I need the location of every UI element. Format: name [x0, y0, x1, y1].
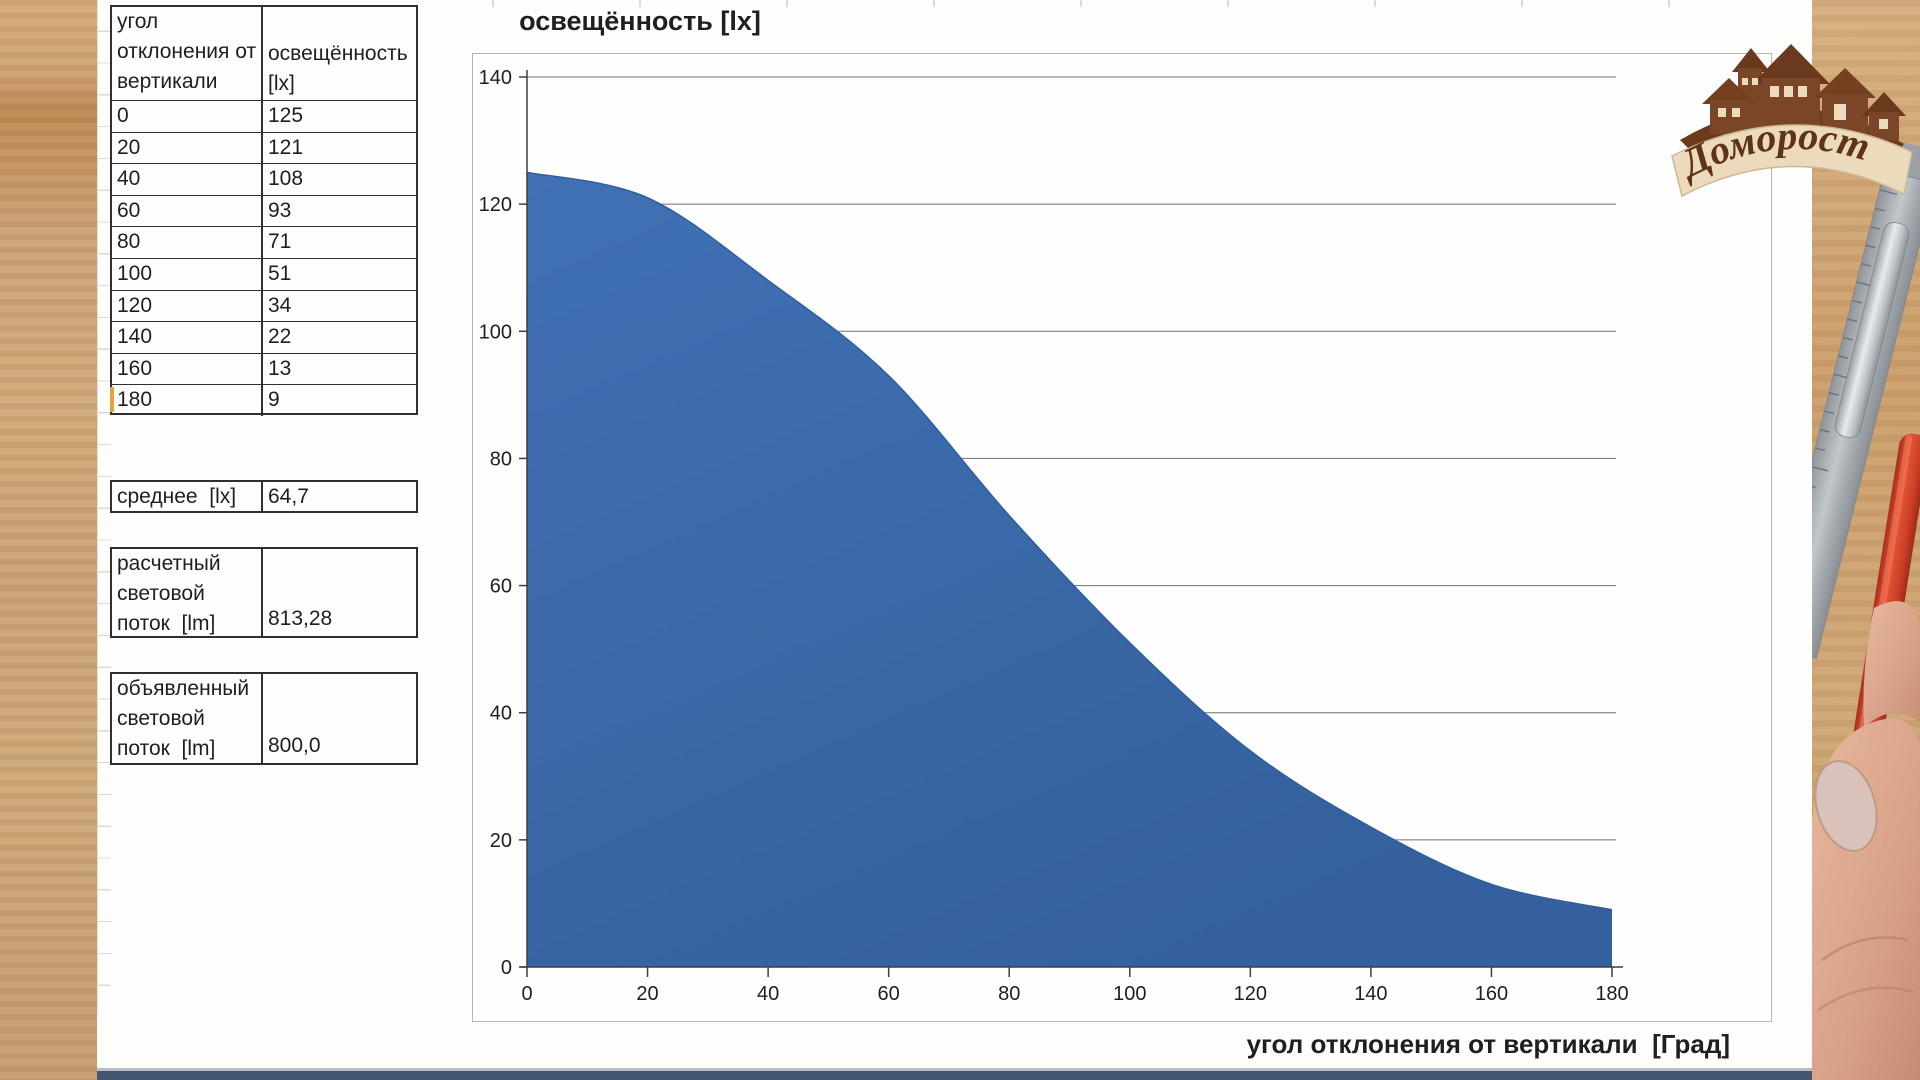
declared-flux-block[interactable]: объявленный световой поток [lm] 800,0	[110, 672, 418, 765]
thumb-nail	[1814, 760, 1878, 852]
angle-cell[interactable]: 0	[112, 101, 263, 132]
desk-photo-left	[0, 0, 97, 1080]
calculated-flux-label: расчетный световой поток [lm]	[112, 549, 263, 636]
data-table-header: угол отклонения от вертикали освещённост…	[112, 7, 416, 100]
chart-object[interactable]	[472, 53, 1772, 1022]
spreadsheet-sheet: угол отклонения от вертикали освещённост…	[97, 0, 1812, 1080]
calculated-flux-block[interactable]: расчетный световой поток [lm] 813,28	[110, 547, 418, 638]
table-row[interactable]: 60 93	[112, 194, 416, 227]
declared-flux-label: объявленный световой поток [lm]	[112, 674, 263, 763]
header-angle-label: угол отклонения от вертикали	[112, 7, 263, 100]
angle-cell[interactable]: 20	[112, 132, 263, 164]
calculated-flux-value: 813,28	[268, 607, 333, 630]
angle-cell[interactable]: 80	[112, 227, 263, 258]
header-lux-label: освещённость [lx]	[268, 42, 414, 95]
lux-cell[interactable]: 22	[268, 325, 292, 349]
lux-cell[interactable]: 13	[268, 356, 292, 380]
hand	[1812, 601, 1920, 1080]
average-label: среднее [lx]	[112, 482, 263, 511]
lux-cell[interactable]: 108	[268, 167, 304, 191]
angle-cell[interactable]: 60	[112, 195, 263, 227]
logo-windows	[1718, 78, 1888, 129]
table-row[interactable]: 100 51	[112, 257, 416, 290]
lux-cell[interactable]: 71	[268, 230, 292, 254]
table-row[interactable]: 0 125	[112, 100, 416, 132]
average-block[interactable]: среднее [lx] 64,7	[110, 480, 418, 513]
lux-cell[interactable]: 9	[268, 388, 280, 412]
table-row[interactable]: 40 108	[112, 163, 416, 195]
table-row[interactable]: 160 13	[112, 352, 416, 385]
average-value: 64,7	[268, 484, 309, 508]
table-row[interactable]: 140 22	[112, 321, 416, 353]
metal-rod	[1834, 222, 1910, 438]
angle-cell[interactable]: 40	[112, 164, 263, 195]
tools-photo	[1812, 135, 1920, 1080]
table-row[interactable]: 80 71	[112, 226, 416, 258]
bottom-bar	[97, 1068, 1812, 1080]
sheet-row-gridlines	[97, 0, 111, 1014]
angle-cell[interactable]: 160	[112, 353, 263, 385]
table-row[interactable]: 180 9	[110, 384, 416, 416]
chart-title: освещённость [lx]	[519, 6, 761, 36]
table-row[interactable]: 120 34	[112, 289, 416, 322]
lux-cell[interactable]: 93	[268, 198, 292, 222]
data-table-rows: 0 125 20 121 40 108 60 93 80 71 100 51 120 34 140 22 160…	[110, 100, 416, 416]
angle-cell[interactable]: 100	[112, 258, 263, 290]
table-row[interactable]: 20 121	[112, 131, 416, 164]
angle-cell[interactable]: 140	[112, 322, 263, 353]
lux-cell[interactable]: 121	[268, 135, 304, 159]
lux-cell[interactable]: 34	[268, 293, 292, 317]
logo-banner	[1671, 124, 1913, 198]
desk-photo-right	[1812, 0, 1920, 1080]
house-logo-icon: Доморост	[1670, 44, 1913, 198]
logo-text: Доморост	[1670, 113, 1875, 188]
declared-flux-value: 800,0	[268, 734, 321, 757]
lux-cell[interactable]: 51	[268, 261, 292, 285]
data-table[interactable]: угол отклонения от вертикали освещённост…	[110, 5, 418, 416]
angle-cell[interactable]: 120	[112, 290, 263, 322]
logo-houses	[1702, 44, 1906, 140]
angle-cell[interactable]: 180	[112, 385, 263, 416]
lux-cell[interactable]: 125	[268, 104, 304, 127]
x-axis-title: угол отклонения от вертикали [Град]	[1246, 1029, 1730, 1059]
domorost-logo: Доморост	[1666, 26, 1918, 198]
